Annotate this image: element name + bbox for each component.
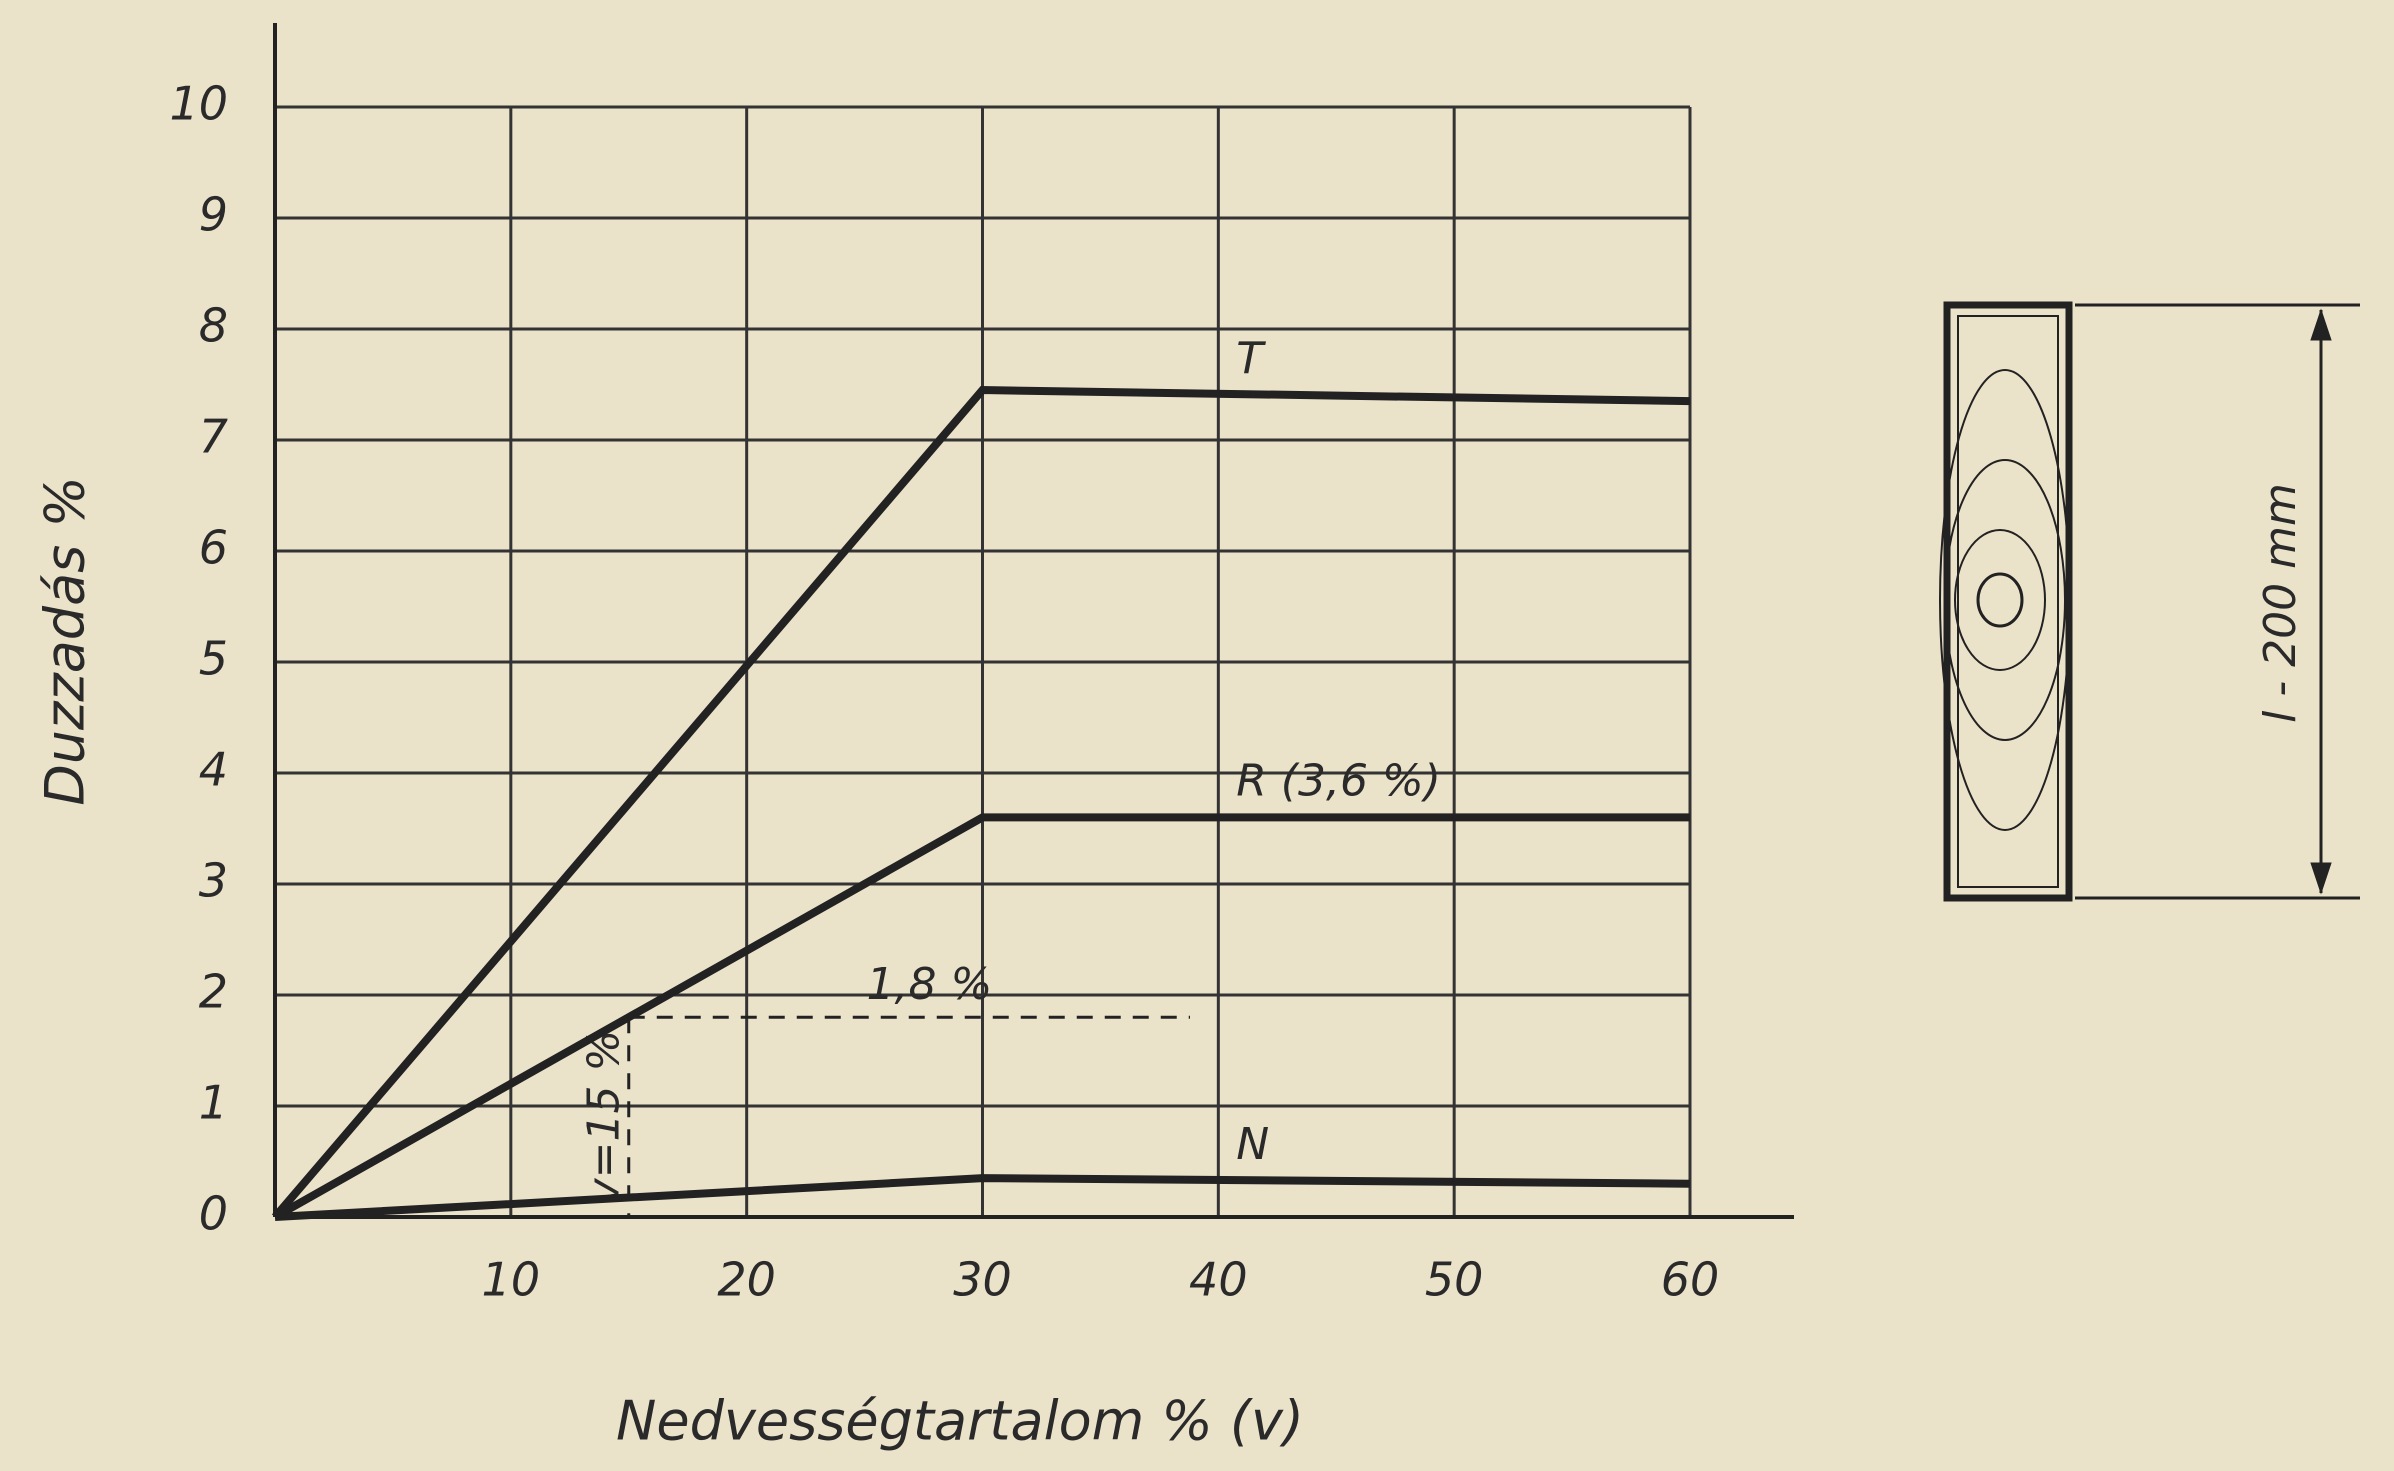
series-label: N (1236, 1119, 1269, 1170)
y-tick-label: 7 (199, 410, 228, 464)
y-tick-label: 3 (199, 854, 228, 908)
x-tick-label: 30 (953, 1253, 1012, 1307)
x-tick-label: 60 (1661, 1253, 1720, 1307)
chart: Nedvességtartalom % (v) Duzzadás % l - 2… (0, 0, 2394, 1471)
y-tick-label: 2 (199, 965, 228, 1019)
y-tick-label: 4 (199, 743, 228, 797)
x-axis-title: Nedvességtartalom % (v) (616, 1390, 1304, 1453)
x-tick-label: 20 (717, 1253, 776, 1307)
reference-label: 1,8 % (866, 959, 992, 1010)
x-tick-label: 40 (1189, 1253, 1248, 1307)
specimen-label: l - 200 mm (2255, 483, 2306, 723)
y-tick-label: 6 (199, 521, 228, 575)
x-tick-label: 50 (1425, 1253, 1484, 1307)
y-tick-label: 1 (199, 1076, 228, 1130)
y-tick-label: 9 (199, 188, 228, 242)
x-tick-label: 10 (482, 1253, 541, 1307)
y-axis-title: Duzzadás % (34, 476, 97, 806)
y-tick-label: 10 (169, 77, 228, 131)
y-tick-label: 5 (199, 632, 228, 686)
y-tick-label: 0 (199, 1187, 228, 1241)
y-tick-label: 8 (199, 299, 228, 353)
background (0, 0, 2394, 1471)
series-label: R (3,6 %) (1236, 755, 1441, 806)
series-label: T (1236, 334, 1266, 385)
page: Nedvességtartalom % (v) Duzzadás % l - 2… (0, 0, 2394, 1471)
reference-label: v=15 % (579, 1030, 630, 1205)
